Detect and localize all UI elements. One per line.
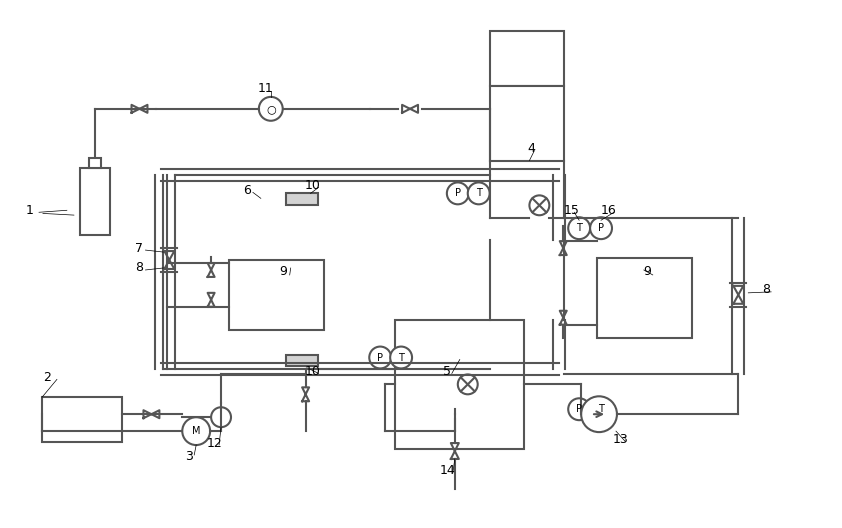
Text: ○: ○ <box>266 104 275 114</box>
Circle shape <box>590 217 612 239</box>
Text: 11: 11 <box>258 82 274 96</box>
Circle shape <box>590 398 612 420</box>
Circle shape <box>370 346 392 369</box>
Text: 15: 15 <box>563 204 579 217</box>
Text: 8: 8 <box>762 284 770 296</box>
Circle shape <box>468 183 490 204</box>
Text: 14: 14 <box>440 465 456 477</box>
Text: 10: 10 <box>305 365 321 378</box>
Bar <box>490 31 564 86</box>
Circle shape <box>211 407 231 427</box>
Text: P: P <box>455 188 461 199</box>
Text: 7: 7 <box>136 242 143 254</box>
Text: 2: 2 <box>43 371 51 384</box>
Circle shape <box>390 346 412 369</box>
Circle shape <box>447 183 469 204</box>
Text: 4: 4 <box>527 142 536 155</box>
Bar <box>285 193 317 205</box>
Text: P: P <box>377 353 383 363</box>
Text: M: M <box>192 426 200 436</box>
Text: T: T <box>576 223 582 233</box>
Text: P: P <box>598 223 604 233</box>
Bar <box>395 320 525 449</box>
Text: 5: 5 <box>443 365 450 378</box>
Text: 8: 8 <box>136 261 143 275</box>
Bar <box>285 354 317 366</box>
Text: 9: 9 <box>643 266 651 278</box>
Text: 1: 1 <box>26 204 34 217</box>
Circle shape <box>568 217 590 239</box>
Text: T: T <box>598 404 604 414</box>
Text: 12: 12 <box>206 437 222 449</box>
Bar <box>229 260 323 329</box>
Text: T: T <box>476 188 482 199</box>
Text: P: P <box>576 404 582 414</box>
Bar <box>88 158 101 167</box>
Bar <box>42 397 121 442</box>
Circle shape <box>530 195 549 215</box>
Circle shape <box>258 97 283 121</box>
Text: 13: 13 <box>613 432 629 446</box>
Text: 16: 16 <box>601 204 617 217</box>
Circle shape <box>568 398 590 420</box>
Bar <box>80 167 109 235</box>
Text: 9: 9 <box>279 266 286 278</box>
Text: 3: 3 <box>185 450 193 464</box>
Circle shape <box>182 417 210 445</box>
Circle shape <box>458 374 477 394</box>
Text: T: T <box>398 353 404 363</box>
Circle shape <box>581 397 617 432</box>
Text: 10: 10 <box>305 179 321 192</box>
Text: 6: 6 <box>243 184 251 197</box>
Bar <box>490 86 564 161</box>
Bar <box>597 258 691 337</box>
